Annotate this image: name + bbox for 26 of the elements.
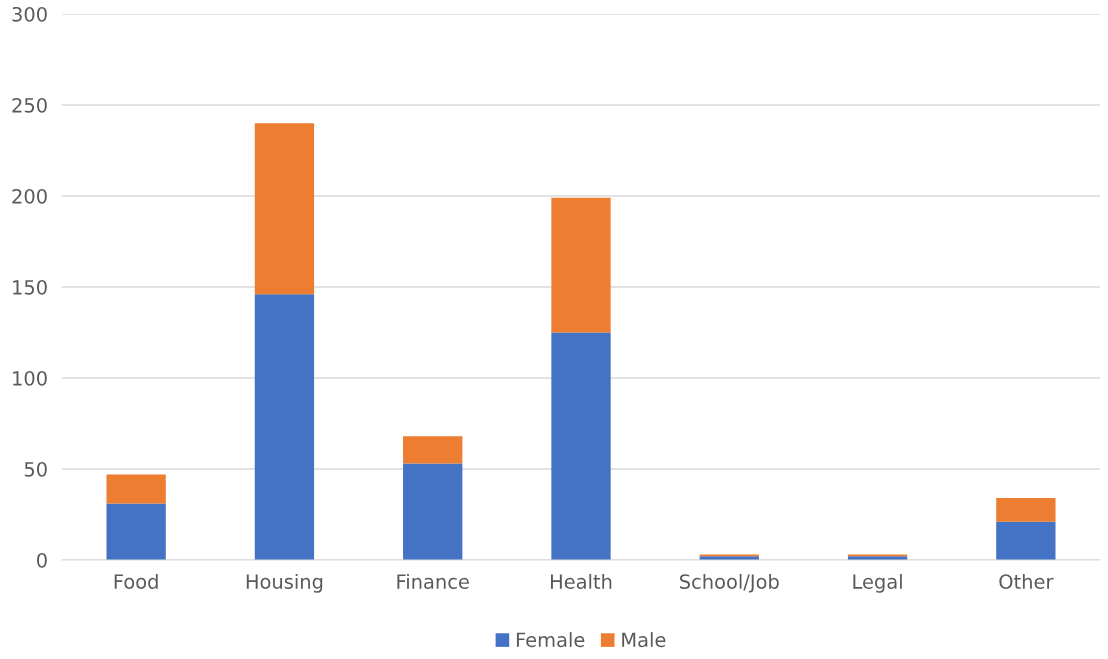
x-tick-label: Finance	[397, 573, 469, 589]
y-tick-label: 200	[12, 188, 47, 204]
bar	[403, 436, 463, 464]
bar	[106, 503, 166, 560]
bar	[551, 197, 611, 333]
bar	[996, 498, 1056, 522]
bar	[996, 521, 1056, 560]
y-tick-label: 100	[13, 370, 47, 386]
x-tick-label: Other	[999, 573, 1054, 589]
x-tick-label: Health	[550, 573, 612, 589]
bar	[551, 332, 611, 560]
legend-label: Female	[516, 632, 585, 648]
bar	[254, 294, 315, 560]
y-tick-label: 50	[24, 461, 47, 477]
y-tick-label: 150	[13, 279, 47, 295]
y-tick-label: 250	[12, 97, 47, 113]
y-tick-label: 0	[37, 552, 47, 568]
x-tick-label: Housing	[246, 573, 323, 593]
bar	[254, 123, 315, 295]
bar	[403, 463, 463, 560]
x-tick-label: School/Job	[680, 573, 779, 593]
legend-label: Male	[622, 632, 666, 648]
x-tick-label: Legal	[853, 573, 902, 593]
y-tick-label: 300	[12, 6, 47, 22]
x-tick-label: Food	[114, 573, 158, 589]
bar	[106, 474, 166, 504]
